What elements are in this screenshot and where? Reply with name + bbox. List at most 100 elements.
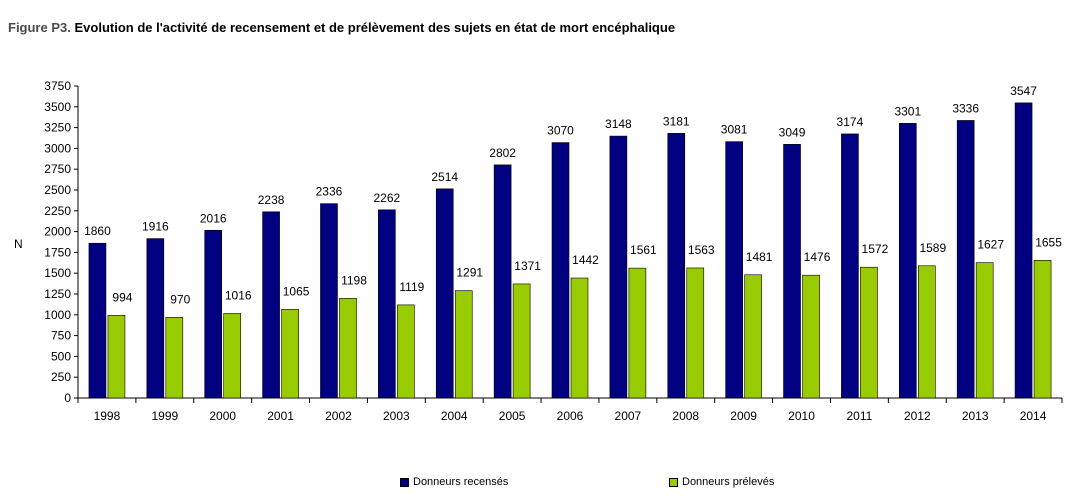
data-label-recenses: 2262 (374, 191, 401, 205)
bar-preleves (223, 313, 242, 399)
legend-swatch-recenses (400, 477, 409, 487)
data-label-preleves: 1016 (225, 288, 252, 302)
x-tick-label: 1998 (94, 409, 121, 423)
x-tick-label: 2000 (209, 409, 236, 423)
bar-preleves (802, 274, 820, 399)
data-label-recenses: 3336 (952, 101, 979, 115)
bar-recenses (609, 135, 628, 399)
data-label-preleves: 1572 (862, 242, 889, 256)
data-label-recenses: 2238 (258, 193, 285, 207)
y-tick-label: 250 (51, 370, 71, 384)
data-label-preleves: 1371 (514, 259, 541, 273)
data-label-preleves: 1476 (804, 250, 831, 264)
y-tick-label: 750 (51, 329, 71, 343)
figure-title: Figure P3. Evolution de l'activité de re… (8, 20, 675, 35)
bar-recenses (783, 144, 801, 399)
data-label-recenses: 3181 (663, 114, 690, 128)
y-tick-label: 1000 (44, 308, 71, 322)
bar-preleves (281, 309, 299, 399)
x-tick-label: 2001 (267, 409, 294, 423)
bar-recenses (841, 133, 859, 399)
y-tick-label: 2750 (44, 162, 71, 176)
bar-preleves (744, 274, 762, 399)
bar-recenses (493, 164, 512, 399)
bar-preleves (397, 304, 415, 399)
x-tick-label: 2010 (788, 409, 815, 423)
data-label-preleves: 1065 (283, 284, 310, 298)
legend-label-recenses: Donneurs recensés (413, 476, 509, 488)
y-axis-label: N (14, 237, 23, 251)
bars (88, 102, 1052, 399)
x-tick-label: 2002 (325, 409, 352, 423)
data-label-recenses: 3547 (1010, 84, 1037, 98)
x-tick-label: 2014 (1020, 409, 1047, 423)
data-label-recenses: 3081 (721, 123, 748, 137)
x-axis: 1998 1999 2000 2001 2002 2003 2004 2005 2006 2007… (77, 397, 1063, 423)
bar-recenses (320, 203, 338, 399)
bar-recenses (262, 211, 280, 399)
data-label-recenses: 3070 (547, 124, 574, 138)
data-label-preleves: 1589 (919, 241, 946, 255)
y-tick-label: 500 (51, 349, 71, 363)
bar-preleves (512, 283, 531, 399)
x-tick-label: 2006 (557, 409, 584, 423)
bar-recenses (88, 242, 107, 399)
y-tick-label: 3000 (44, 141, 71, 155)
figure-title-text: Evolution de l'activité de recensement e… (74, 20, 676, 35)
legend-item-preleves: Donneurs prélevés (669, 476, 774, 488)
bar-preleves (339, 298, 357, 399)
bar-recenses (146, 238, 165, 399)
bar-recenses (725, 141, 743, 399)
x-tick-label: 2009 (730, 409, 757, 423)
bar-recenses (204, 229, 223, 399)
data-label-preleves: 1198 (341, 273, 367, 287)
bar-preleves (628, 267, 647, 399)
x-tick-label: 2007 (615, 409, 642, 423)
data-label-preleves: 1655 (1035, 235, 1062, 249)
legend-label-preleves: Donneurs prélevés (682, 476, 775, 488)
bar-preleves (686, 267, 705, 399)
x-tick-label: 2003 (383, 409, 410, 423)
data-label-recenses: 2802 (489, 146, 516, 160)
legend-item-recenses: Donneurs recensés (400, 476, 508, 488)
bar-recenses (378, 209, 396, 399)
y-tick-label: 1750 (44, 245, 71, 259)
y-tick-label: 3250 (44, 121, 71, 135)
bar-recenses (898, 123, 917, 399)
data-label-preleves: 1561 (630, 243, 657, 257)
data-label-recenses: 3301 (894, 104, 921, 118)
y-tick-label: 2250 (44, 204, 71, 218)
x-tick-label: 2005 (499, 409, 526, 423)
x-tick-label: 1999 (151, 409, 178, 423)
y-axis: 0 250 500 750 1000 1250 1500 1750 2000 2250 2500 27… (44, 79, 79, 405)
y-tick-label: 3750 (44, 79, 71, 93)
bar-recenses (551, 142, 570, 399)
y-tick-label: 1500 (44, 266, 71, 280)
data-labels: 1860 994 1916 970 2016 1016 2238 1065 2336 1198 22… (84, 84, 1062, 306)
bar-preleves (975, 262, 994, 399)
data-label-recenses: 2016 (200, 211, 227, 225)
bar-preleves (570, 277, 589, 399)
data-label-preleves: 1627 (977, 238, 1004, 252)
data-label-preleves: 1563 (688, 243, 715, 257)
data-label-recenses: 3174 (837, 115, 864, 129)
y-tick-label: 0 (64, 391, 71, 405)
bar-preleves (165, 316, 184, 399)
data-label-recenses: 3049 (779, 125, 806, 139)
data-label-preleves: 1119 (399, 280, 424, 294)
y-tick-label: 3500 (44, 100, 71, 114)
data-label-preleves: 1291 (456, 266, 483, 280)
x-tick-label: 2012 (904, 409, 931, 423)
data-label-recenses: 2336 (316, 185, 343, 199)
data-label-preleves: 970 (170, 292, 190, 306)
bar-preleves (860, 266, 878, 399)
data-label-recenses: 1916 (142, 220, 169, 234)
data-label-preleves: 1481 (746, 250, 773, 264)
figure-prefix: Figure P3. (8, 20, 71, 35)
bar-recenses (956, 120, 975, 399)
y-tick-label: 1250 (44, 287, 71, 301)
bar-preleves (917, 265, 936, 399)
data-label-recenses: 3148 (605, 117, 632, 131)
bar-preleves (1033, 260, 1052, 399)
